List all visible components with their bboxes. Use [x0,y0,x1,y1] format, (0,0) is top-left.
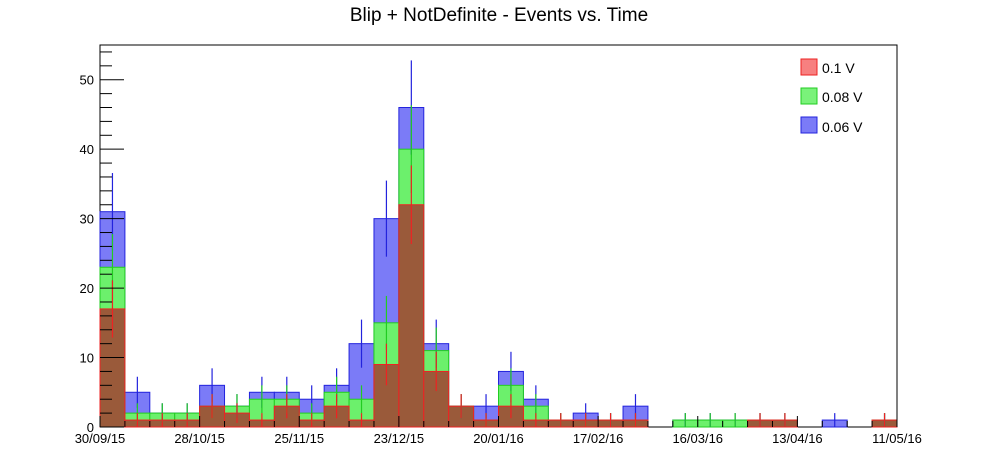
plot-frame [99,44,898,428]
legend: 0.1 V 0.08 V 0.06 V [800,58,863,135]
legend-label-0-06v: 0.06 V [822,119,863,135]
bars-layer [99,107,898,428]
y-tick-label-0: 0 [87,420,94,435]
x-tick-label-6: 16/03/16 [672,431,723,446]
legend-swatch-0-1v [800,58,818,76]
legend-swatch-0-08v [800,87,818,105]
y-tick-label-10: 10 [80,351,94,366]
y-tick-label-30: 30 [80,212,94,227]
y-tick-label-40: 40 [80,142,94,157]
x-tick-label-1: 28/10/15 [174,431,225,446]
x-tick-label-0: 30/09/15 [75,431,126,446]
x-tick-label-8: 11/05/16 [872,431,922,446]
y-tick-label-20: 20 [80,281,94,296]
chart-title: Blip + NotDefinite - Events vs. Time [349,5,649,26]
x-tick-label-2: 25/11/15 [274,431,324,446]
x-tick-label-7: 13/04/16 [772,431,823,446]
x-tick-label-4: 20/01/16 [473,431,524,446]
legend-label-0-08v: 0.08 V [822,89,863,105]
legend-swatch-0-06v [800,116,818,134]
x-tick-label-3: 23/12/15 [374,431,425,446]
error-bars-layer [111,60,886,427]
axes-layer: 0 10 20 30 40 50 30/09/15 28/10/15 25/11/15 23/12… [75,51,922,446]
legend-label-0-1v: 0.1 V [822,60,855,76]
y-tick-label-50: 50 [80,73,94,88]
x-tick-label-5: 17/02/16 [573,431,624,446]
